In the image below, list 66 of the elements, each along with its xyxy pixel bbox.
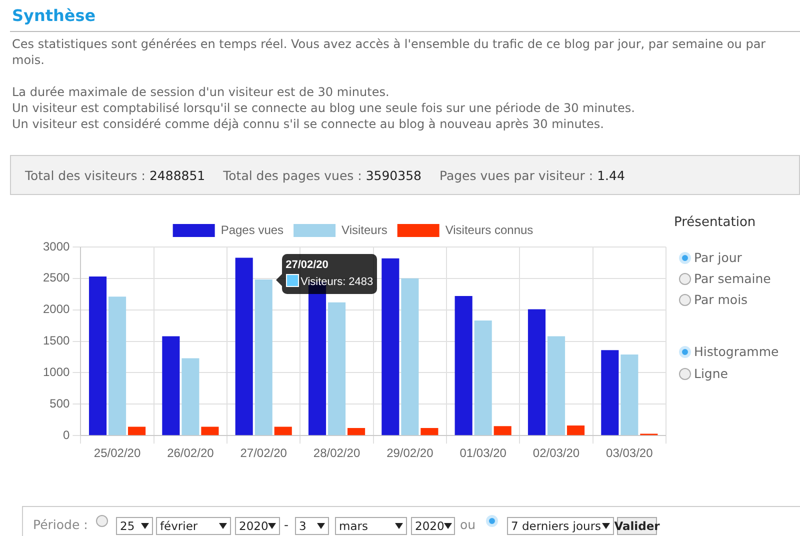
text: Valider xyxy=(614,517,660,535)
text: Histogramme xyxy=(694,344,779,359)
text: Un visiteur est comptabilisé lorsqu'il se connecte au blog une seule fois sur une période de 30 minutes. xyxy=(12,100,636,116)
bar xyxy=(474,320,492,436)
bar xyxy=(235,258,253,436)
legend-label: Visiteurs xyxy=(342,222,388,237)
bar xyxy=(620,354,638,436)
text: Pages vues par visiteur : 1.44 xyxy=(439,168,625,183)
text: La durée maximale de session d'un visiteur est de 30 minutes. xyxy=(12,84,390,100)
y-tick-label: 3000 xyxy=(42,239,70,254)
y-tick-label: 2000 xyxy=(42,302,70,316)
bar xyxy=(108,296,126,436)
y-tick-label: 500 xyxy=(50,396,70,410)
text: Total des visiteurs : 2488851 xyxy=(25,168,206,183)
bar xyxy=(454,296,472,436)
text: Par mois xyxy=(694,292,748,307)
text: ou xyxy=(460,517,476,532)
text: février xyxy=(160,518,198,535)
bar xyxy=(420,428,438,436)
bar xyxy=(547,336,566,436)
legend-label: Visiteurs connus xyxy=(445,222,534,237)
text: Total des pages vues : 3590358 xyxy=(223,168,422,183)
x-tick-label: 26/02/20 xyxy=(167,446,214,460)
y-tick-label: 0 xyxy=(63,428,70,442)
y-tick-label: 2500 xyxy=(42,270,70,285)
bar xyxy=(254,280,272,436)
text: Présentation xyxy=(674,215,756,230)
text: Par semaine xyxy=(694,271,771,286)
x-tick-label: 03/03/20 xyxy=(606,446,654,460)
bar xyxy=(494,426,512,436)
text: 2020 xyxy=(415,518,444,535)
annotation: 27/02/20 Visiteurs: 2483 xyxy=(286,258,374,290)
text: Un visiteur est considéré comme déjà connu s'il se connecte au blog à nouveau après 30 minutes. xyxy=(12,116,605,132)
text: Par jour xyxy=(694,250,742,265)
x-tick-label: 01/03/20 xyxy=(460,446,507,460)
text: Ces statistiques sont générées en temps réel. Vous avez accès à l'ensemble du trafic de ce blog par jour, par semaine ou par mois. xyxy=(12,36,767,68)
bar xyxy=(601,350,619,436)
bar xyxy=(382,258,400,436)
bar xyxy=(201,426,219,436)
bar xyxy=(88,276,107,436)
bar xyxy=(182,358,200,436)
bar xyxy=(162,336,180,436)
x-tick-label: 27/02/20 xyxy=(240,446,288,460)
bar xyxy=(401,278,419,436)
text: Ligne xyxy=(694,366,728,381)
bar xyxy=(528,309,546,436)
x-tick-label: 25/02/20 xyxy=(94,446,141,460)
text: mars xyxy=(339,518,368,535)
text: Période : xyxy=(33,517,88,532)
text: - xyxy=(284,517,289,532)
bar xyxy=(347,428,366,436)
chart-title: Synthèse xyxy=(12,6,96,25)
y-tick-label: 1000 xyxy=(42,365,70,380)
text: 2020 xyxy=(239,518,268,535)
x-tick-label: 29/02/20 xyxy=(386,446,434,460)
bar xyxy=(566,426,585,436)
text: 7 derniers jours xyxy=(511,518,602,535)
legend-label: Pages vues xyxy=(220,222,284,237)
text: 25 xyxy=(120,518,135,535)
x-tick-label: 28/02/20 xyxy=(313,446,360,460)
bar xyxy=(328,302,346,436)
x-tick-label: 02/03/20 xyxy=(532,446,580,460)
bar xyxy=(128,426,146,436)
y-tick-label: 1500 xyxy=(42,334,70,348)
text: 3 xyxy=(299,518,306,535)
bar xyxy=(274,426,292,436)
